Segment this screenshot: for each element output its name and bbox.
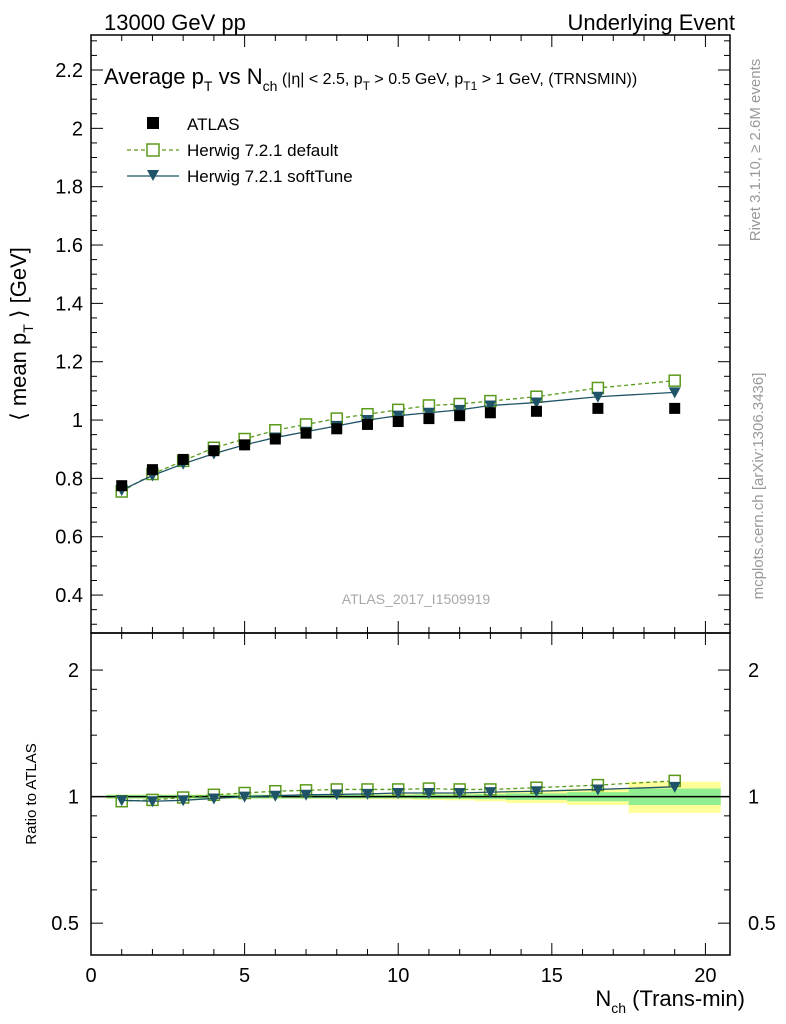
- main-atlas-point: [484, 407, 496, 419]
- main-atlas-point: [239, 439, 251, 451]
- ratio-softtune-marker: [361, 788, 374, 800]
- ratio-y-tick-label-left: 1: [68, 787, 79, 809]
- ratio-y-tick-label-left: 0.5: [51, 913, 79, 935]
- ratio-default-line: [121, 780, 675, 802]
- main-atlas-point: [269, 433, 281, 445]
- main-y-axis-label: ⟨ mean pT ⟩ [GeV]: [6, 247, 36, 421]
- analysis-watermark: ATLAS_2017_I1509919: [342, 591, 491, 607]
- main-y-tick-label: 2.2: [55, 60, 83, 82]
- main-y-tick-label: 1.8: [55, 177, 83, 199]
- ratio-softtune-marker: [484, 787, 497, 799]
- main-softtune-marker: [591, 391, 604, 403]
- ratio-softtune-marker: [422, 787, 435, 799]
- ratio-softtune-marker: [392, 787, 405, 799]
- legend-softtune-marker: [147, 170, 159, 181]
- process-label: Underlying Event: [567, 10, 735, 35]
- ratio-panel-frame: [90, 632, 731, 956]
- legend-atlas-marker: [147, 117, 159, 129]
- main-atlas-point: [300, 427, 312, 439]
- legend-default-marker: [146, 143, 160, 157]
- main-y-tick-label: 1: [72, 410, 83, 432]
- legend-default-label: Herwig 7.2.1 default: [187, 141, 338, 160]
- ratio-y-tick-label-left: 2: [68, 660, 79, 682]
- main-y-tick-label: 2: [72, 118, 83, 140]
- main-atlas-point: [392, 416, 404, 428]
- energy-label: 13000 GeV pp: [104, 10, 246, 35]
- x-axis-label: Nch (Trans-min): [595, 986, 745, 1016]
- main-atlas-point: [592, 402, 604, 414]
- main-series-layer: [115, 374, 681, 498]
- legend-softtune-label: Herwig 7.2.1 softTune: [187, 167, 353, 186]
- x-tick-label: 10: [387, 965, 409, 987]
- x-tick-label: 0: [85, 965, 96, 987]
- main-y-tick-label: 0.6: [55, 527, 83, 549]
- main-softtune-marker: [668, 387, 681, 399]
- main-softtune-marker: [530, 397, 543, 409]
- main-atlas-point: [361, 418, 373, 430]
- main-atlas-point: [454, 410, 466, 422]
- main-atlas-point: [669, 402, 681, 414]
- ratio-softtune-marker: [330, 789, 343, 801]
- ratio-softtune-marker: [591, 784, 604, 796]
- ratio-softtune-marker: [115, 795, 128, 807]
- main-atlas-point: [331, 423, 343, 435]
- main-atlas-point: [423, 413, 435, 425]
- legend-atlas-label: ATLAS: [187, 115, 240, 134]
- x-tick-label: 5: [239, 965, 250, 987]
- main-y-tick-label: 1.4: [55, 293, 83, 315]
- ratio-softtune-marker: [300, 789, 313, 801]
- mcplots-label: mcplots.cern.ch [arXiv:1306.3436]: [750, 373, 767, 600]
- main-default-marker: [668, 374, 681, 387]
- ratio-softtune-marker: [269, 790, 282, 802]
- ratio-softtune-marker: [668, 781, 681, 793]
- x-tick-label: 20: [694, 965, 716, 987]
- ratio-y-tick-label-right: 1: [748, 787, 759, 809]
- ratio-y-tick-label-right: 0.5: [748, 913, 776, 935]
- main-y-tick-label: 1.2: [55, 352, 83, 374]
- ratio-softtune-marker: [146, 796, 159, 808]
- ratio-axis-ticks: 0.5 0.51 12 20 5 10 15 20: [51, 633, 776, 987]
- ratio-softtune-marker: [177, 795, 190, 807]
- x-tick-label: 15: [541, 965, 563, 987]
- main-y-tick-label: 1.6: [55, 235, 83, 257]
- main-default-line: [121, 380, 675, 493]
- ratio-softtune-marker: [238, 791, 251, 803]
- ratio-softtune-line: [121, 786, 675, 802]
- legend: ATLAS Herwig 7.2.1 default Herwig 7.2.1 …: [127, 115, 353, 186]
- main-axis-ticks: 0.4 0.6 0.8 1 1.2 1.4 1.6 1.8 2 2.2: [55, 35, 730, 633]
- ratio-softtune-marker: [530, 786, 543, 798]
- main-softtune-line: [121, 391, 675, 491]
- ratio-softtune-marker: [207, 793, 220, 805]
- main-atlas-point: [116, 480, 128, 492]
- ratio-softtune-marker: [453, 787, 466, 799]
- ratio-y-axis-label: Ratio to ATLAS: [23, 743, 40, 844]
- main-atlas-point: [146, 464, 158, 476]
- ratio-y-tick-label-right: 2: [748, 660, 759, 682]
- main-atlas-point: [208, 445, 220, 457]
- rivet-label: Rivet 3.1.10, ≥ 2.6M events: [747, 59, 764, 242]
- main-y-tick-label: 0.8: [55, 468, 83, 490]
- main-y-tick-label: 0.4: [55, 585, 83, 607]
- main-atlas-point: [177, 453, 189, 465]
- ratio-series-layer: [115, 774, 681, 808]
- main-atlas-point: [530, 405, 542, 417]
- plot-title: Average pT vs Nch (|η| < 2.5, pT > 0.5 G…: [104, 64, 637, 94]
- main-softtune-marker: [484, 400, 497, 412]
